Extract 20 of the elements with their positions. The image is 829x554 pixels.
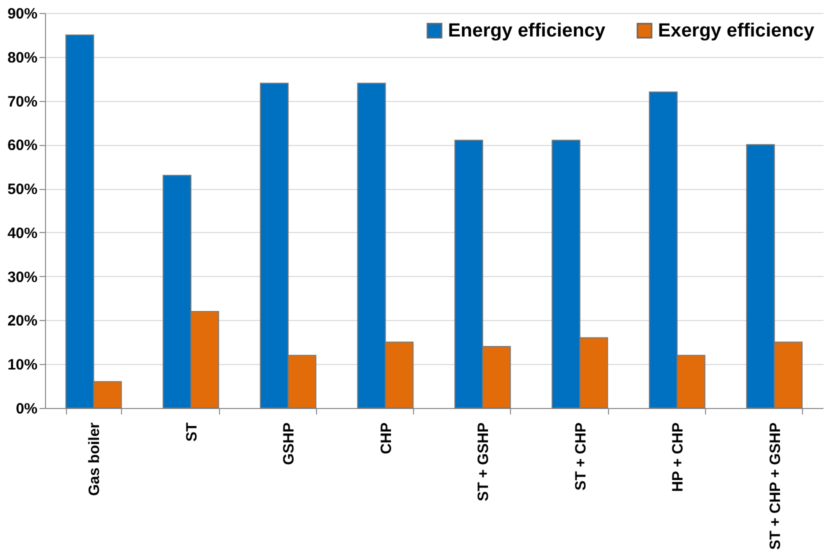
y-tick-label: 30% [7,268,38,286]
y-tick-label: 20% [7,312,38,330]
x-tick-label: HP + CHP [670,422,687,492]
y-tick-label: 0% [16,400,38,418]
x-tick-label: ST [183,422,200,442]
x-tick-label: CHP [378,422,395,454]
x-tick-label: ST + GSHP [475,422,492,502]
x-tick-label: GSHP [280,422,298,466]
y-tick-label: 90% [7,6,38,22]
x-tick-label: ST + CHP [572,422,590,490]
x-tick-label: ST + CHP + GSHP [766,422,784,550]
y-tick-label: 80% [7,49,38,66]
legend-label: Energy efficiency [448,20,606,42]
y-tick-label: 10% [7,356,38,374]
y-tick-label: 60% [7,137,38,154]
y-tick-label: 50% [7,181,38,198]
x-tick-label: Gas boiler [86,422,104,496]
legend-label: Exergy efficiency [658,20,815,42]
y-tick-label: 70% [7,93,38,110]
y-tick-label: 40% [7,224,38,242]
